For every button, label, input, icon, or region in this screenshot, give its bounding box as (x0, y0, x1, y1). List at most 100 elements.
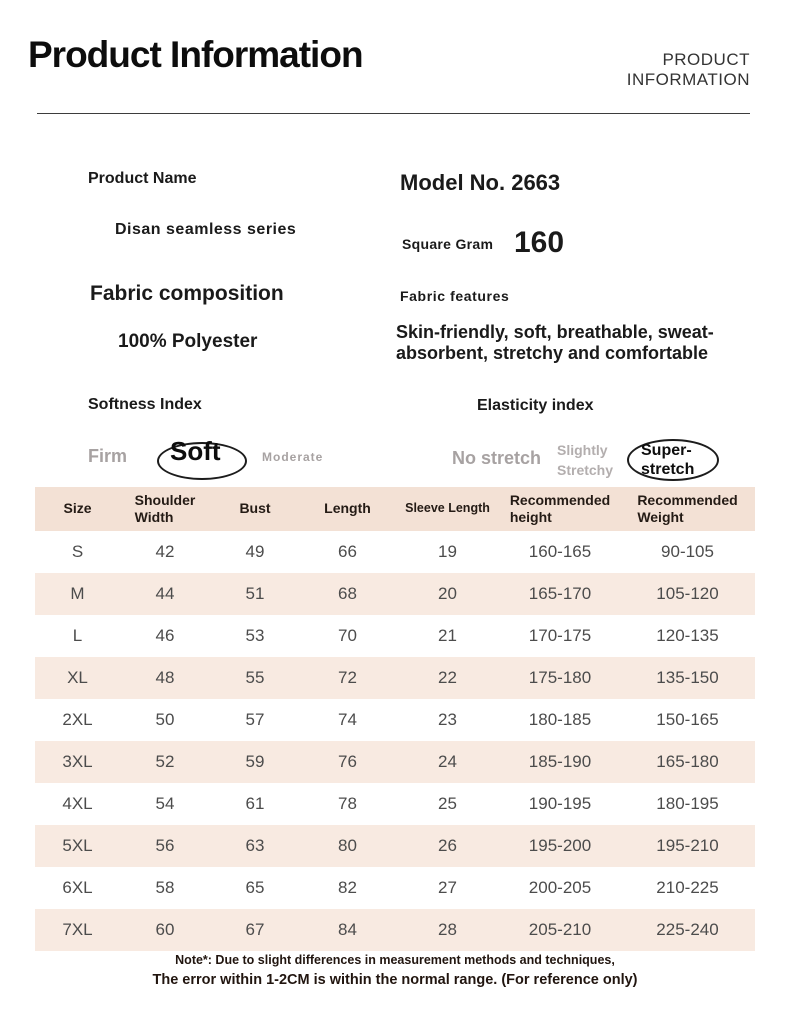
fabric-composition-label: Fabric composition (90, 282, 284, 305)
cell-bust: 59 (245, 752, 265, 771)
cell-shoulder-width: 58 (155, 878, 175, 897)
col-header-sleeve-length-label: Sleeve Length (405, 501, 490, 516)
cell-shoulder-width: 60 (155, 920, 175, 939)
col-header-size: Size (35, 487, 120, 531)
cell-shoulder-width: 46 (155, 626, 175, 645)
cell-recommended-height: 165-170 (528, 584, 592, 603)
size-table-body: S 42 49 66 19 160-165 90-105 M 44 51 68 … (35, 531, 755, 951)
cell-shoulder-width: 42 (155, 542, 175, 561)
cell-recommended-height: 180-185 (528, 710, 592, 729)
cell-length: 66 (338, 542, 357, 561)
col-header-recommended-height: Recommended height (500, 487, 620, 531)
cell-bust: 63 (245, 836, 265, 855)
footer-note-line2: The error within 1-2CM is within the nor… (152, 972, 638, 988)
product-name-value: Disan seamless series (115, 221, 297, 238)
page-title: Product Information (28, 34, 364, 75)
cell-sleeve-length: 24 (438, 752, 457, 771)
cell-recommended-weight: 165-180 (656, 752, 719, 771)
footer-note-line1: Note*: Due to slight differences in meas… (175, 953, 615, 967)
cell-size: 5XL (62, 836, 93, 855)
table-row: 6XL 58 65 82 27 200-205 210-225 (35, 867, 755, 909)
col-header-shoulder-width-label: Shoulder Width (134, 491, 196, 526)
cell-sleeve-length: 19 (438, 542, 457, 561)
cell-size: 6XL (62, 878, 93, 897)
col-header-recommended-weight-label: Recommended Weight (637, 491, 738, 526)
col-header-length: Length (300, 487, 395, 531)
table-row: L 46 53 70 21 170-175 120-135 (35, 615, 755, 657)
col-header-shoulder-width: Shoulder Width (120, 487, 210, 531)
cell-sleeve-length: 25 (438, 794, 457, 813)
cell-size: M (70, 584, 85, 603)
col-header-bust: Bust (210, 487, 300, 531)
col-header-recommended-weight: Recommended Weight (620, 487, 755, 531)
cell-length: 72 (338, 668, 357, 687)
cell-shoulder-width: 56 (155, 836, 175, 855)
cell-recommended-height: 190-195 (528, 794, 592, 813)
fabric-features-value: Skin-friendly, soft, breathable, sweat- … (396, 322, 714, 363)
elasticity-option-no-stretch: No stretch (452, 448, 542, 468)
elasticity-index-label: Elasticity index (477, 397, 594, 414)
table-row: XL 48 55 72 22 175-180 135-150 (35, 657, 755, 699)
cell-recommended-height: 175-180 (528, 668, 592, 687)
cell-shoulder-width: 44 (155, 584, 175, 603)
cell-recommended-weight: 225-240 (656, 920, 719, 939)
cell-recommended-weight: 120-135 (656, 626, 719, 645)
table-row: 7XL 60 67 84 28 205-210 225-240 (35, 909, 755, 951)
cell-size: 2XL (62, 710, 93, 729)
softness-option-moderate: Moderate (262, 450, 324, 464)
cell-recommended-weight: 195-210 (656, 836, 719, 855)
cell-recommended-weight: 210-225 (656, 878, 719, 897)
soft-selection-oval (157, 442, 247, 480)
cell-size: L (72, 626, 83, 645)
table-row: 5XL 56 63 80 26 195-200 195-210 (35, 825, 755, 867)
cell-recommended-height: 205-210 (528, 920, 592, 939)
softness-index-label: Softness Index (88, 396, 202, 413)
size-table-header-row: Size Shoulder Width Bust Length Sleeve L… (35, 487, 755, 531)
cell-bust: 53 (245, 626, 265, 645)
cell-size: 7XL (62, 920, 93, 939)
cell-size: S (71, 542, 84, 561)
cell-length: 68 (338, 584, 357, 603)
cell-bust: 51 (245, 584, 265, 603)
softness-option-soft: Soft (170, 436, 221, 466)
cell-shoulder-width: 48 (155, 668, 175, 687)
col-header-sleeve-length: Sleeve Length (395, 487, 500, 531)
cell-recommended-weight: 90-105 (661, 542, 714, 561)
cell-shoulder-width: 50 (155, 710, 175, 729)
cell-length: 76 (338, 752, 357, 771)
cell-sleeve-length: 26 (438, 836, 457, 855)
table-row: S 42 49 66 19 160-165 90-105 (35, 531, 755, 573)
cell-recommended-height: 170-175 (528, 626, 592, 645)
softness-option-firm: Firm (88, 446, 128, 466)
cell-recommended-weight: 135-150 (656, 668, 719, 687)
footer-note: Note*: Due to slight differences in meas… (35, 953, 755, 988)
header-divider (37, 113, 750, 114)
super-stretch-selection-oval (627, 439, 719, 481)
cell-recommended-height: 185-190 (528, 752, 592, 771)
page-subtitle: PRODUCT INFORMATION (626, 50, 750, 90)
cell-bust: 55 (245, 668, 265, 687)
fabric-composition-value: 100% Polyester (118, 331, 258, 352)
cell-sleeve-length: 21 (438, 626, 457, 645)
elasticity-option-super-stretch: Super- stretch (641, 442, 695, 478)
cell-size: 3XL (62, 752, 93, 771)
cell-length: 80 (338, 836, 357, 855)
table-row: 3XL 52 59 76 24 185-190 165-180 (35, 741, 755, 783)
cell-sleeve-length: 27 (438, 878, 457, 897)
table-row: 4XL 54 61 78 25 190-195 180-195 (35, 783, 755, 825)
cell-sleeve-length: 22 (438, 668, 457, 687)
cell-sleeve-length: 20 (438, 584, 457, 603)
cell-shoulder-width: 52 (155, 752, 175, 771)
cell-recommended-height: 200-205 (528, 878, 592, 897)
cell-bust: 49 (245, 542, 265, 561)
cell-length: 84 (338, 920, 357, 939)
cell-length: 82 (338, 878, 357, 897)
cell-recommended-weight: 150-165 (656, 710, 719, 729)
cell-length: 74 (338, 710, 357, 729)
cell-recommended-height: 160-165 (528, 542, 592, 561)
cell-bust: 67 (245, 920, 265, 939)
col-header-length-label: Length (324, 500, 371, 517)
table-row: M 44 51 68 20 165-170 105-120 (35, 573, 755, 615)
square-gram-value: 160 (514, 226, 565, 259)
